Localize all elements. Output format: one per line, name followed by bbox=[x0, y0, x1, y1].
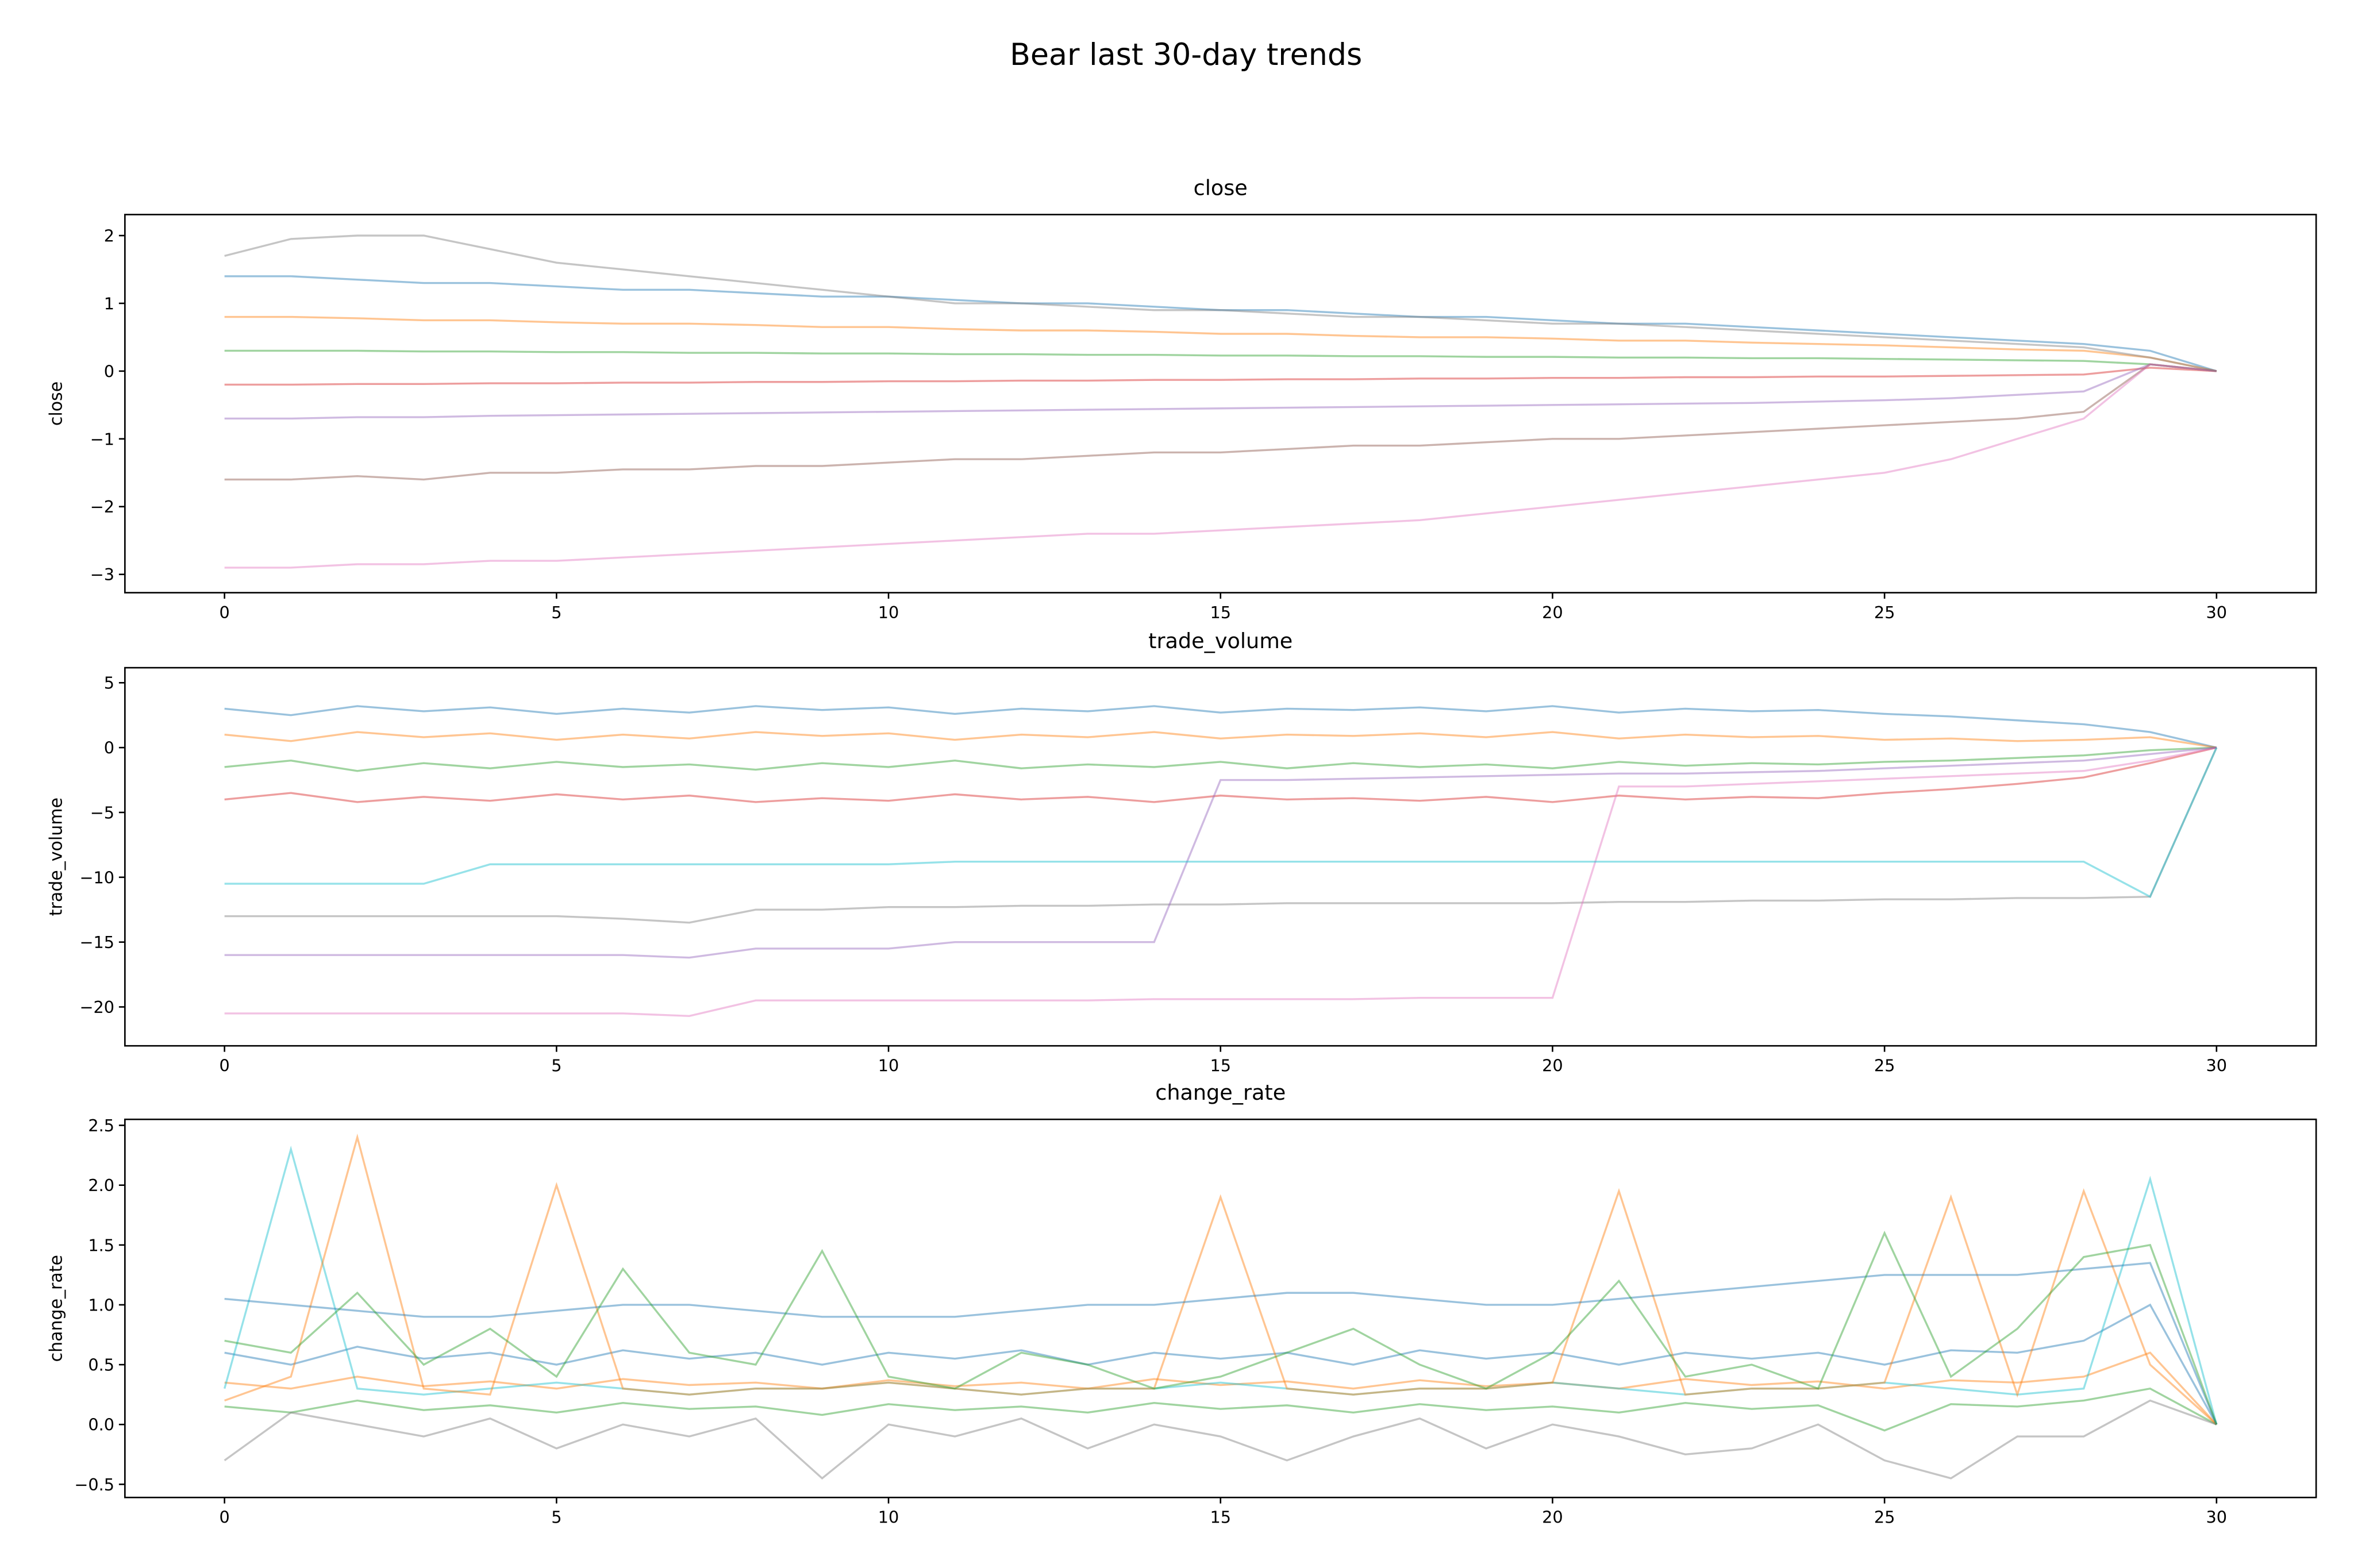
data-line bbox=[224, 746, 2217, 772]
y-tick-label: 0 bbox=[104, 361, 114, 381]
data-line bbox=[224, 705, 2217, 749]
subplot-title: close bbox=[1194, 175, 1248, 200]
data-line bbox=[224, 746, 2217, 959]
x-tick-label: 25 bbox=[1874, 1508, 1895, 1527]
y-tick-label: −5 bbox=[90, 803, 114, 822]
data-line bbox=[224, 746, 2217, 1017]
x-tick-label: 20 bbox=[1542, 1508, 1563, 1527]
data-line bbox=[224, 731, 2217, 749]
y-tick-label: 2.5 bbox=[88, 1116, 114, 1135]
x-tick-label: 10 bbox=[878, 603, 899, 622]
data-line bbox=[224, 315, 2217, 372]
x-tick-label: 0 bbox=[220, 1056, 230, 1076]
data-line bbox=[224, 747, 2218, 899]
data-line bbox=[224, 363, 2217, 569]
y-tick-label: 5 bbox=[104, 673, 114, 693]
data-line bbox=[224, 1230, 2218, 1425]
x-tick-label: 15 bbox=[1210, 603, 1231, 622]
y-tick-label: −15 bbox=[79, 933, 114, 952]
x-tick-label: 30 bbox=[2206, 1508, 2228, 1527]
data-line bbox=[224, 1133, 2217, 1426]
y-tick-label: 2 bbox=[104, 226, 114, 245]
data-line bbox=[224, 275, 2217, 372]
data-line bbox=[224, 1145, 2218, 1425]
x-tick-label: 5 bbox=[551, 1056, 561, 1076]
data-line bbox=[224, 234, 2217, 372]
data-line bbox=[224, 363, 2217, 481]
subplot-title: change_rate bbox=[1155, 1080, 1286, 1105]
y-tick-label: 1 bbox=[104, 294, 114, 313]
x-tick-label: 30 bbox=[2206, 1056, 2228, 1076]
y-axis-label: trade_volume bbox=[47, 798, 67, 916]
x-tick-label: 15 bbox=[1210, 1056, 1231, 1076]
data-line bbox=[224, 367, 2217, 386]
subplot-title: trade_volume bbox=[1148, 629, 1293, 653]
x-tick-label: 25 bbox=[1874, 1056, 1895, 1076]
data-line bbox=[224, 349, 2217, 372]
y-tick-label: 0.0 bbox=[88, 1415, 114, 1435]
plot-area bbox=[224, 234, 2217, 569]
y-tick-label: 1.5 bbox=[88, 1235, 114, 1255]
data-line bbox=[224, 1351, 2218, 1426]
plot-area bbox=[224, 1133, 2218, 1480]
plot-area bbox=[224, 705, 2218, 1017]
data-line bbox=[224, 1387, 2217, 1432]
x-tick-label: 5 bbox=[551, 1508, 561, 1527]
y-axis-label: close bbox=[47, 382, 67, 426]
data-line bbox=[224, 1303, 2218, 1426]
x-tick-label: 30 bbox=[2206, 603, 2228, 622]
y-tick-label: 0 bbox=[104, 738, 114, 758]
y-tick-label: −10 bbox=[79, 868, 114, 887]
x-tick-label: 20 bbox=[1542, 603, 1563, 622]
x-tick-label: 20 bbox=[1542, 1056, 1563, 1076]
x-tick-label: 25 bbox=[1874, 603, 1895, 622]
x-tick-label: 0 bbox=[220, 1508, 230, 1527]
data-line bbox=[224, 363, 2217, 420]
y-axis-label: change_rate bbox=[47, 1255, 67, 1362]
y-tick-label: −3 bbox=[90, 565, 114, 584]
y-tick-label: −20 bbox=[79, 997, 114, 1017]
y-tick-label: 0.5 bbox=[88, 1355, 114, 1375]
y-tick-label: 2.0 bbox=[88, 1176, 114, 1195]
x-tick-label: 15 bbox=[1210, 1508, 1231, 1527]
y-tick-label: −1 bbox=[90, 429, 114, 449]
y-tick-label: −2 bbox=[90, 497, 114, 517]
figure-title: Bear last 30-day trends bbox=[1010, 38, 1362, 72]
x-tick-label: 5 bbox=[551, 603, 561, 622]
data-line bbox=[224, 746, 2217, 803]
x-tick-label: 10 bbox=[878, 1508, 899, 1527]
x-tick-label: 10 bbox=[878, 1056, 899, 1076]
y-tick-label: −0.5 bbox=[74, 1475, 114, 1494]
data-line bbox=[224, 1262, 2218, 1425]
x-tick-label: 0 bbox=[220, 603, 230, 622]
y-tick-label: 1.0 bbox=[88, 1295, 114, 1315]
data-line bbox=[224, 1399, 2217, 1480]
data-line bbox=[224, 747, 2218, 924]
